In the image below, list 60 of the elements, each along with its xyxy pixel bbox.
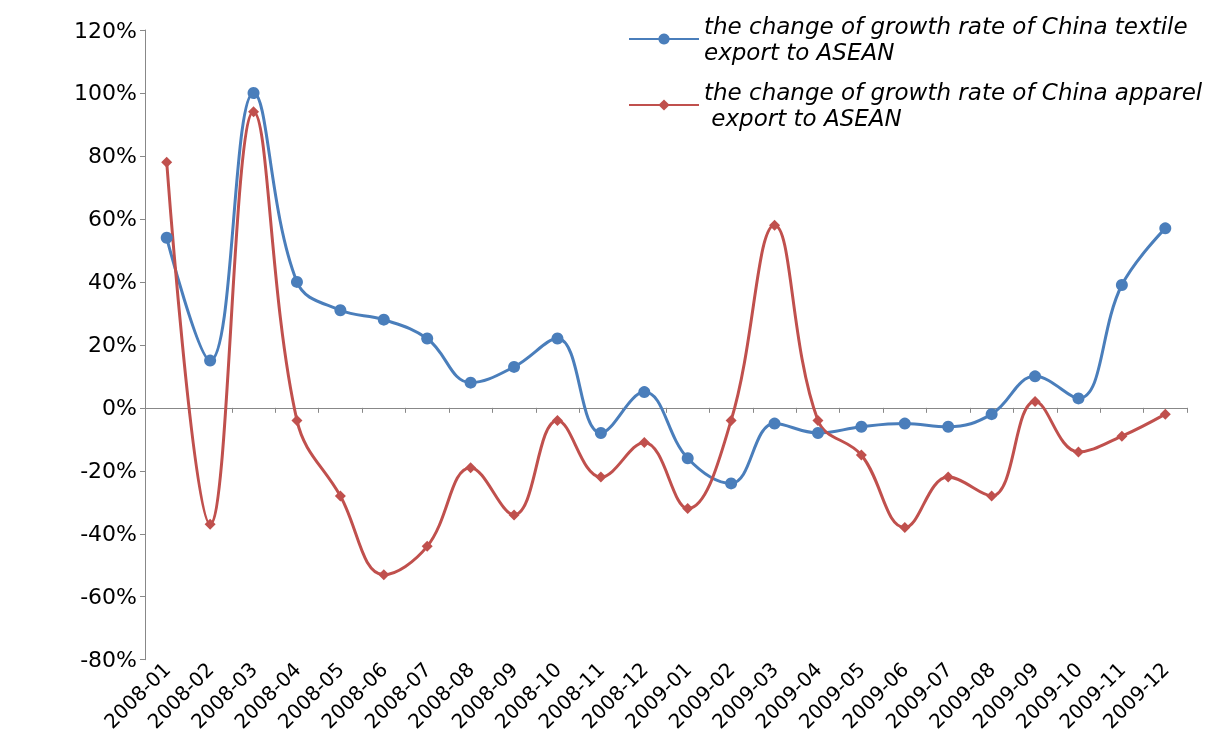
point	[768, 417, 781, 430]
point	[551, 414, 563, 426]
point	[291, 414, 303, 426]
point	[595, 471, 607, 483]
point	[160, 231, 173, 244]
point	[204, 518, 216, 530]
point	[769, 219, 781, 231]
point	[1116, 430, 1128, 442]
legend-label: the change of growth rate of China textile export to ASEAN	[704, 13, 1195, 65]
point	[725, 477, 738, 490]
point	[204, 354, 217, 367]
point	[421, 332, 434, 345]
point	[508, 360, 521, 373]
y-tick-label: 60%	[88, 206, 137, 232]
point	[942, 471, 954, 483]
y-tick-label: 40%	[88, 269, 137, 295]
point	[899, 521, 911, 533]
point	[855, 449, 867, 461]
point	[812, 414, 824, 426]
point	[290, 275, 303, 288]
point	[594, 427, 607, 440]
point	[681, 452, 694, 465]
point	[551, 332, 564, 345]
point	[855, 420, 868, 433]
y-tick-label: -20%	[80, 458, 137, 484]
point	[1159, 222, 1172, 235]
y-tick-label: 20%	[88, 332, 137, 358]
point	[1159, 408, 1171, 420]
point	[1115, 279, 1128, 292]
point	[247, 86, 260, 99]
y-tick-label: 120%	[74, 17, 137, 43]
point	[464, 376, 477, 389]
point	[898, 417, 911, 430]
point	[986, 490, 998, 502]
point	[638, 436, 650, 448]
point	[811, 427, 824, 440]
point	[1029, 396, 1041, 408]
point	[378, 569, 390, 581]
y-tick-label: 100%	[74, 80, 137, 106]
point	[725, 414, 737, 426]
y-tick-label: -40%	[80, 521, 137, 547]
point	[942, 420, 955, 433]
point	[248, 106, 260, 118]
y-tick-label: 0%	[102, 395, 137, 421]
point	[638, 386, 651, 399]
point	[465, 462, 477, 474]
point	[508, 509, 520, 521]
point	[377, 313, 390, 326]
legend-label: the change of growth rate of China apparel export to ASEAN	[704, 79, 1203, 131]
point	[421, 540, 433, 552]
point	[161, 156, 173, 168]
y-tick-label: 80%	[88, 143, 137, 169]
y-tick-label: -60%	[80, 584, 137, 610]
point	[334, 304, 347, 317]
point	[1072, 446, 1084, 458]
point	[682, 503, 694, 515]
point	[985, 408, 998, 421]
point	[1072, 392, 1085, 405]
point	[334, 490, 346, 502]
point	[1029, 370, 1042, 383]
